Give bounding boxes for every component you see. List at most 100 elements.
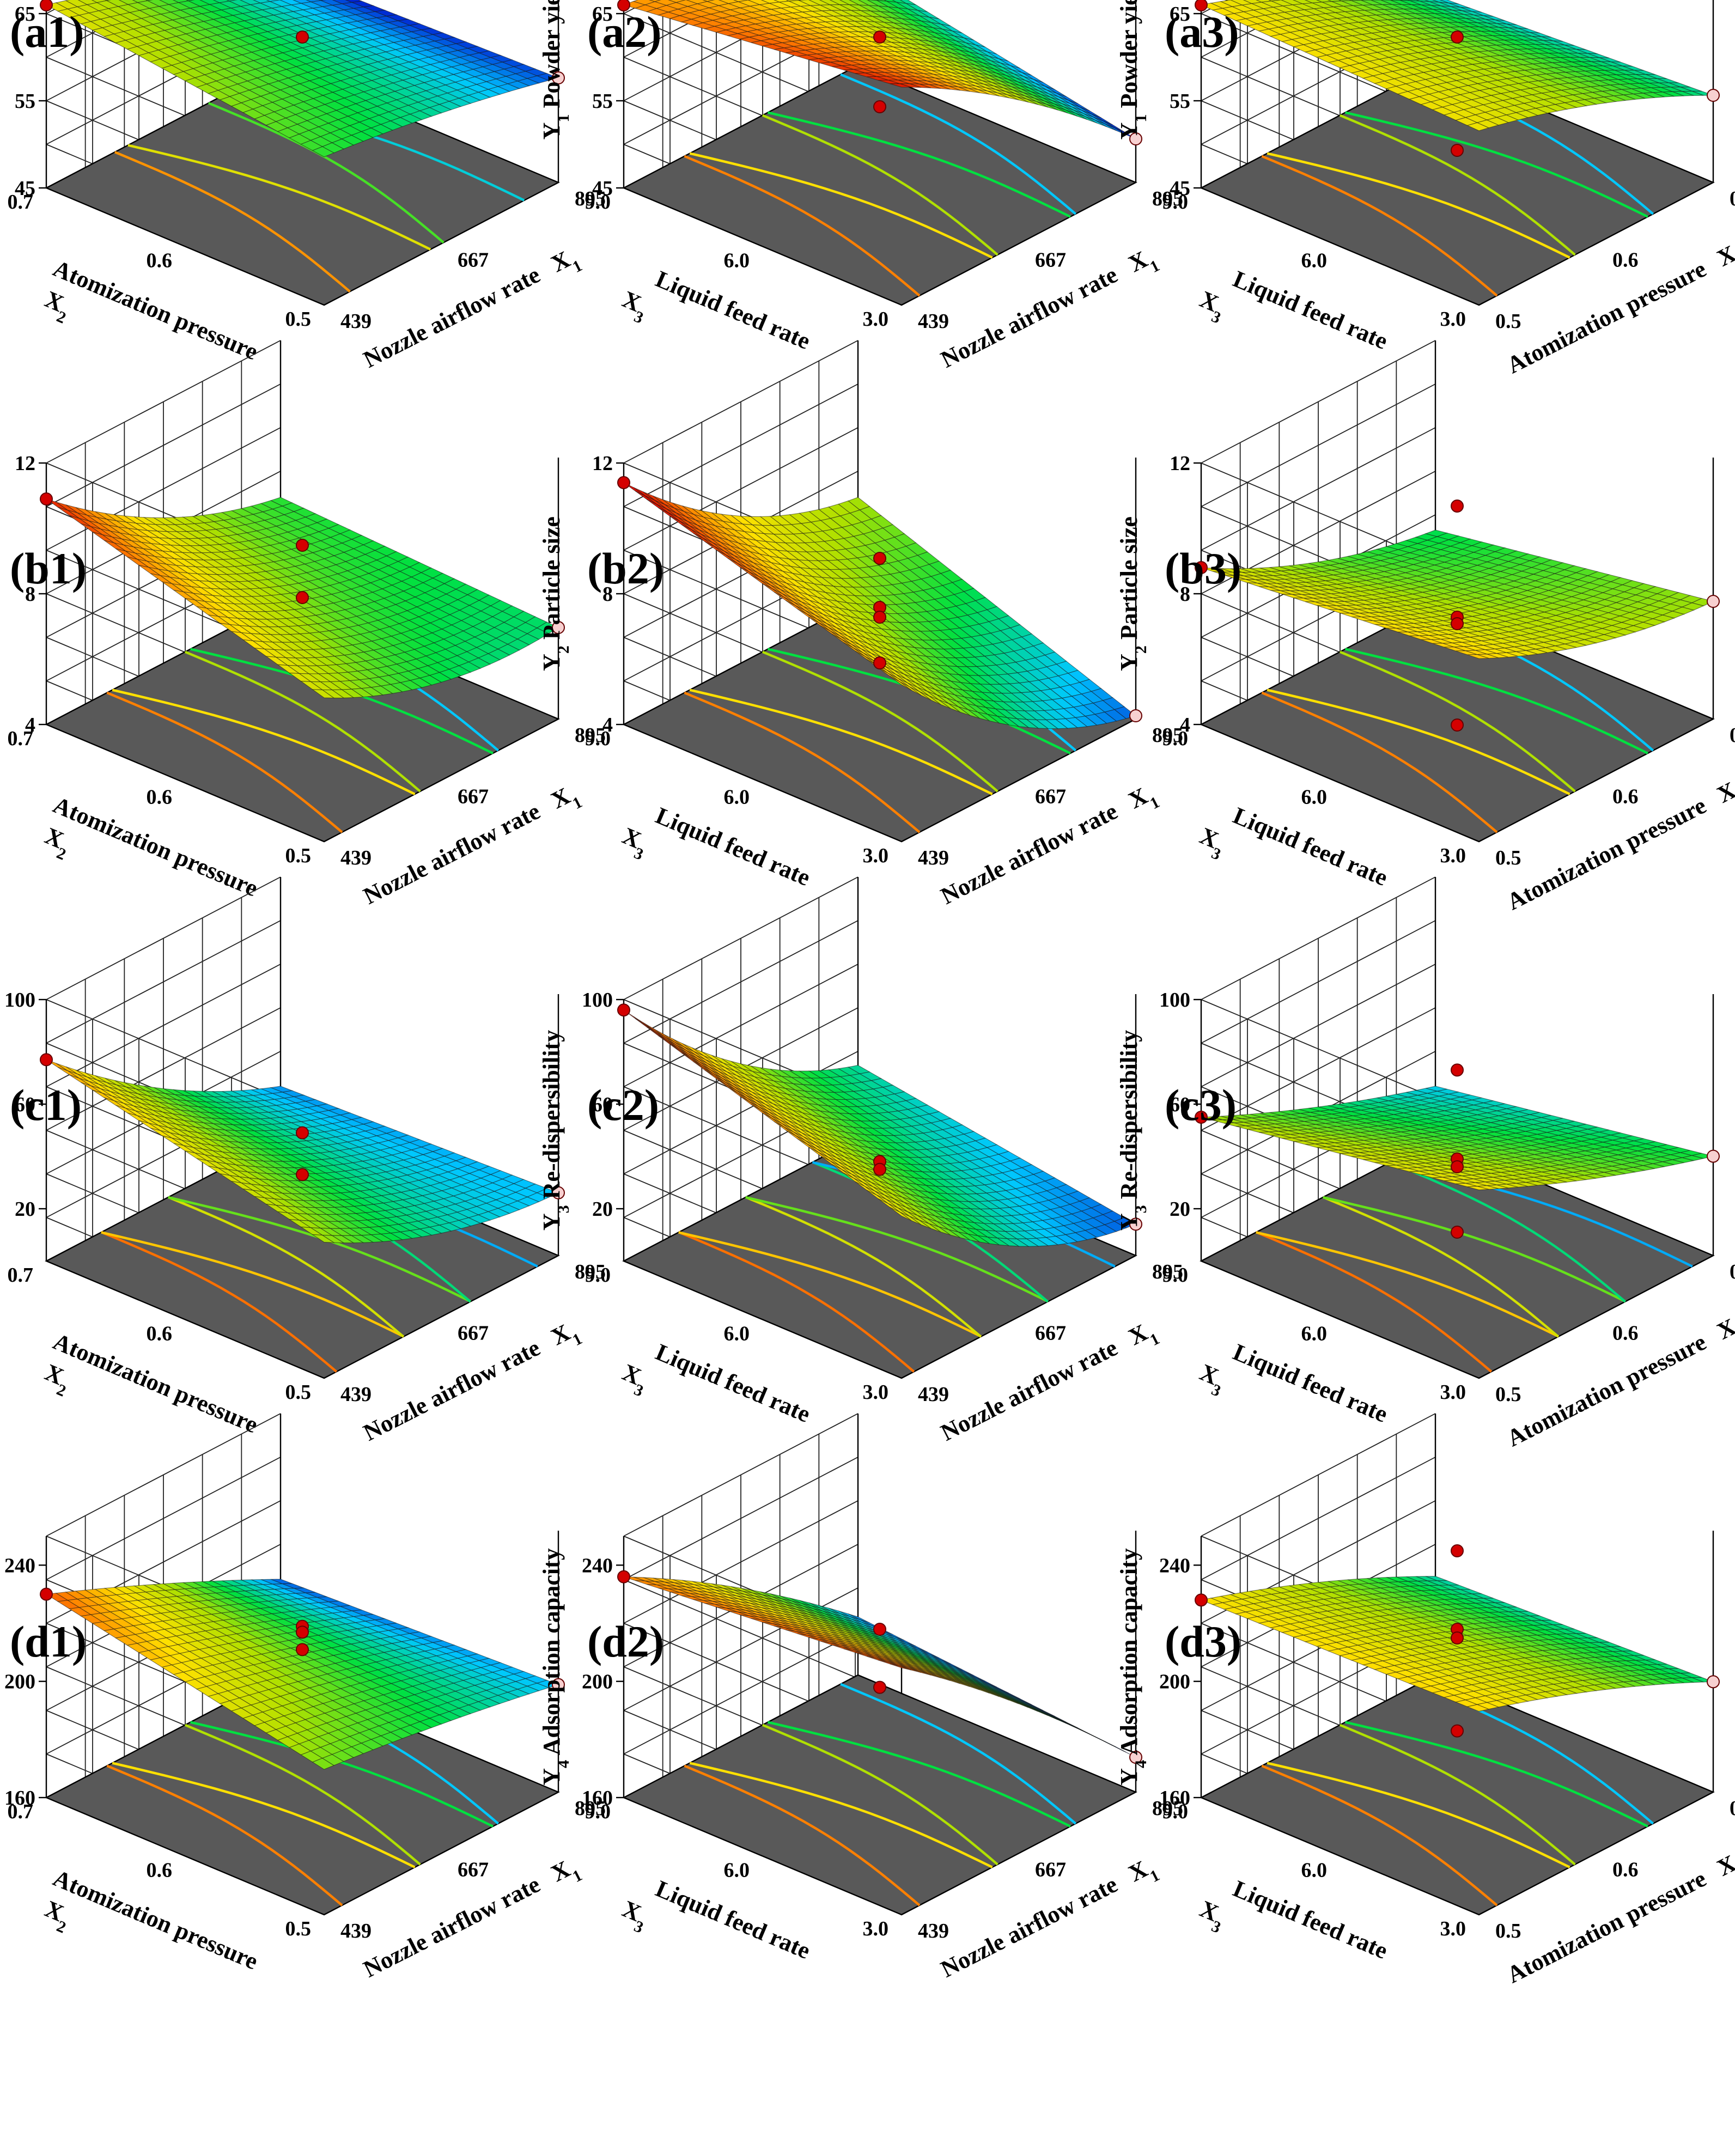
design-points [40,0,565,84]
y-tick-label: 3.0 [863,844,889,867]
surface-cell [312,146,335,157]
z-tick-label: 100 [4,989,35,1012]
z-tick-label: 20 [15,1198,35,1221]
y-tick-label: 6.0 [1301,786,1328,809]
y-axis-title: Liquid feed rateX3 [1193,793,1392,927]
center-point [1451,144,1464,157]
response-surface [1201,529,1714,659]
x-tick-label: 667 [1035,785,1066,808]
y-axis-name: Liquid feed rate [652,265,814,355]
center-point [873,100,886,113]
response-surface [46,1059,559,1244]
x-tick-label: 439 [340,846,372,869]
z-axis-subscript: 1 [1132,114,1150,123]
design-point [1707,595,1720,608]
design-point [40,492,53,505]
z-tick-label: 55 [15,90,35,113]
contour-line [762,114,999,256]
y-tick-label: 3.0 [863,308,889,331]
design-point [1707,89,1720,102]
center-point [296,539,309,552]
y-tick-label: 0.6 [147,1323,173,1345]
z-axis-symbol: Y [1116,123,1142,140]
panel-label: (a2) [587,7,662,57]
z-axis-subscript: 2 [555,645,573,654]
z-axis-name: Powder yield [1116,0,1142,114]
y-tick-label: 0.6 [147,786,173,809]
y-axis-title: Liquid feed rateX3 [616,793,814,927]
z-axis-symbol: Y [1116,654,1142,671]
z-axis-name: Powder yield [538,0,565,114]
z-axis-symbol: Y [538,123,565,140]
response-surface [623,0,1136,139]
y-tick-label: 6.0 [724,249,750,272]
contour-line [208,102,445,244]
z-axis-title: Y1 Powder yield [538,0,573,139]
center-point [1451,31,1464,44]
panel-label: (c1) [10,1080,82,1130]
x-tick-label: 0.7 [1730,187,1735,210]
design-point [1129,709,1142,722]
y-axis-name: Liquid feed rate [1229,802,1392,891]
z-axis-title: Y1 Powder yield [1116,0,1150,139]
y-axis-title: Liquid feed rateX3 [1193,257,1392,391]
x-tick-label: 0.5 [1495,310,1521,333]
z-tick-label: 12 [592,452,613,475]
x-tick-label: 0.5 [1495,846,1521,869]
z-axis-title: Y2 Particle size [538,516,573,671]
y-tick-label: 0.5 [285,844,312,867]
y-axis-title: Atomization pressureX2 [34,1328,262,1474]
z-axis-name: Particle size [538,516,565,645]
center-point [1451,617,1464,630]
contour-line [114,151,351,293]
z-tick-label: 65 [15,3,35,26]
panel-a2: 45556575Y1 Powder yield4396678953.06.09.… [538,0,1183,391]
panel-label: (b1) [10,544,87,593]
center-point [873,656,886,669]
center-point [296,591,309,604]
y-tick-label: 0.7 [8,727,34,750]
y-tick-label: 0.5 [285,1381,312,1404]
panel-label: (b2) [587,544,664,593]
panel-a3: 45556575Y1 Powder yield0.50.60.73.06.09.… [1116,0,1735,391]
design-point [552,71,565,84]
x-tick-label: 667 [1035,249,1066,272]
x-tick-label: 667 [458,785,489,808]
y-axis-name: Liquid feed rate [1229,265,1392,355]
design-point [617,476,630,489]
y-tick-label: 9.0 [1162,191,1189,214]
x-tick-label: 667 [458,1322,489,1345]
panel-label: (a1) [10,7,84,57]
y-axis-title: Atomization pressureX2 [34,791,262,937]
contour-lines [684,73,1077,297]
contour-line [689,152,993,259]
x-tick-label: 0.7 [1730,724,1735,747]
x-axis-name: Nozzle airflow rate [359,261,544,373]
y-tick-label: 9.0 [1162,727,1189,750]
design-point [40,1053,53,1067]
x-tick-label: 439 [918,846,949,869]
center-point [296,1126,309,1140]
contour-line [767,111,1071,218]
center-point [873,31,886,44]
y-axis-title: Liquid feed rateX3 [616,257,814,391]
y-axis-title: Atomization pressureX2 [34,255,262,401]
z-axis-title: Y2 Particle size [1116,516,1150,671]
y-tick-label: 9.0 [585,727,611,750]
contour-line [127,144,431,251]
panel-a1: 45556575Y1 Powder yield4396678950.50.60.… [8,0,606,401]
wall-grid-line [623,0,734,58]
wall-grid-line [46,0,157,58]
x-axis-name: Nozzle airflow rate [936,261,1122,373]
x-tick-label: 667 [458,249,489,272]
contour-line [684,155,921,297]
y-tick-label: 6.0 [1301,249,1328,272]
y-tick-label: 0.5 [285,308,312,331]
x-tick-label: 895 [575,187,606,210]
y-axis-name: Liquid feed rate [652,802,814,891]
